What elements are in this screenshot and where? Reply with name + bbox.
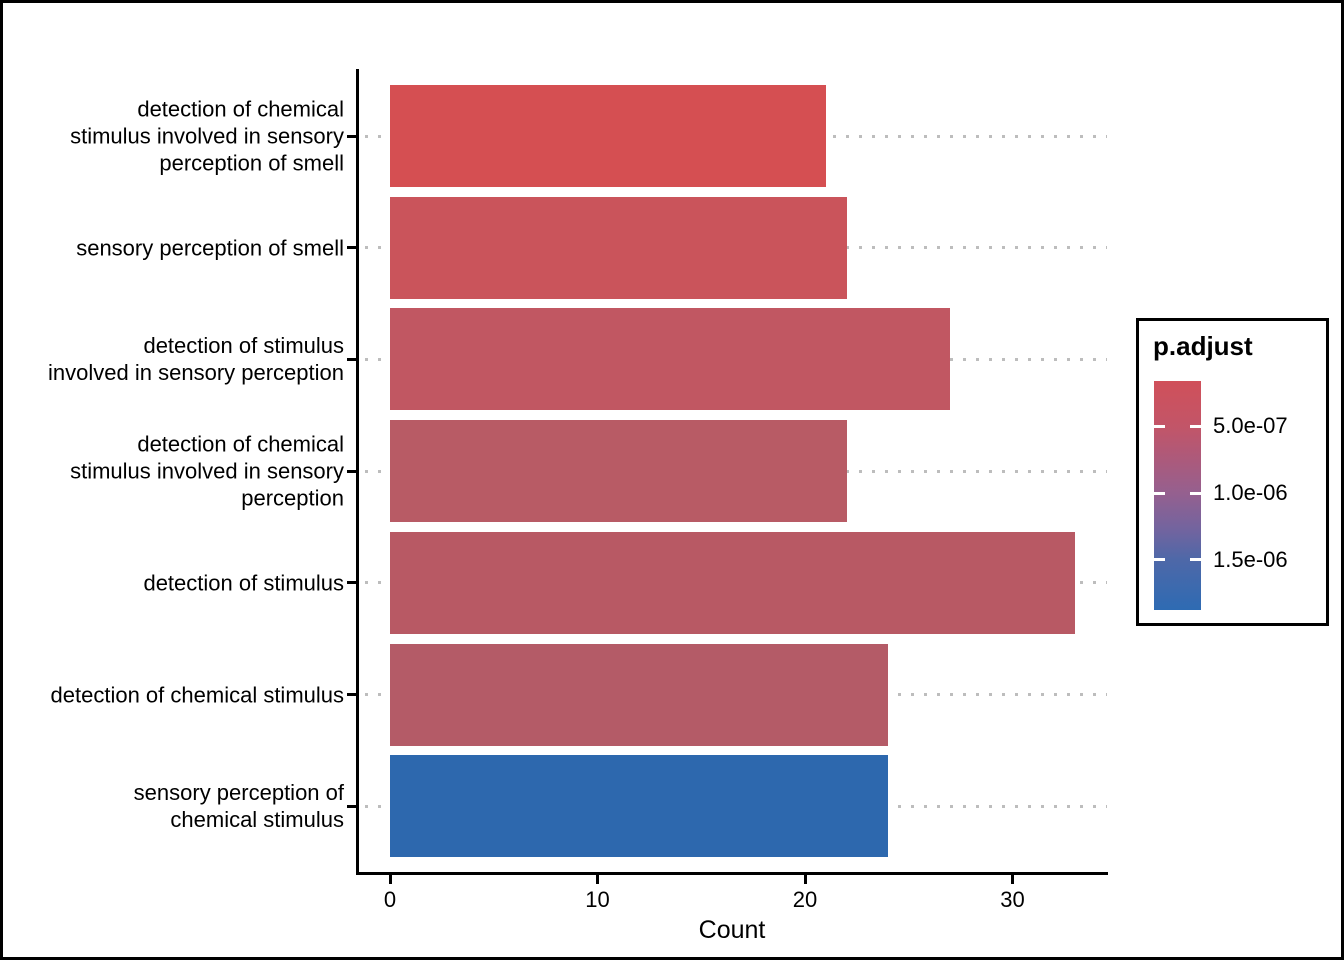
y-tick	[347, 246, 356, 250]
y-axis-label: detection of stimulus involved in sensor…	[48, 333, 344, 386]
y-tick	[347, 469, 356, 473]
legend-tick-label: 1.5e-06	[1213, 546, 1288, 572]
bar	[390, 531, 1075, 634]
legend-tick-dash	[1154, 424, 1165, 428]
bar	[390, 420, 847, 523]
legend-tick-label: 5.0e-07	[1213, 413, 1288, 439]
y-axis-label: detection of stimulus	[143, 570, 344, 596]
x-tick	[388, 875, 392, 884]
x-tick-label: 20	[792, 887, 818, 912]
legend: p.adjust 5.0e-07 1.0e-06 1.5e-06	[1136, 318, 1329, 626]
x-tick-label: 30	[1000, 887, 1025, 912]
legend-tick-dash	[1154, 558, 1165, 562]
y-axis-label: detection of chemical stimulus	[50, 682, 344, 707]
bar	[390, 643, 888, 746]
y-tick	[347, 357, 356, 361]
bar	[390, 196, 847, 299]
x-tick-label: 10	[585, 887, 610, 912]
legend-colorbar	[1154, 381, 1201, 610]
x-tick	[596, 875, 599, 884]
x-tick	[803, 875, 807, 884]
x-tick	[1011, 875, 1014, 884]
y-tick	[347, 581, 356, 585]
y-axis-label: sensory perception of smell	[76, 235, 344, 261]
y-tick	[347, 804, 356, 808]
y-tick	[347, 134, 356, 138]
y-tick	[347, 693, 356, 696]
legend-tick-dash	[1190, 558, 1201, 562]
legend-title: p.adjust	[1153, 331, 1253, 361]
bar	[390, 755, 888, 858]
x-tick-label: 0	[383, 887, 397, 912]
y-axis-label: detection of chemical stimulus involved …	[70, 431, 344, 511]
x-axis-title: Count	[698, 916, 766, 944]
x-axis-line	[356, 872, 1108, 875]
bar	[390, 85, 826, 187]
y-axis-label: sensory perception of chemical stimulus	[133, 780, 344, 833]
y-axis-label: detection of chemical stimulus involved …	[70, 96, 344, 176]
legend-tick-dash	[1154, 491, 1165, 495]
y-axis-line	[356, 69, 359, 875]
bar	[390, 308, 951, 411]
legend-tick-label: 1.0e-06	[1213, 480, 1288, 505]
legend-tick-dash	[1190, 424, 1201, 428]
legend-tick-dash	[1190, 491, 1201, 495]
